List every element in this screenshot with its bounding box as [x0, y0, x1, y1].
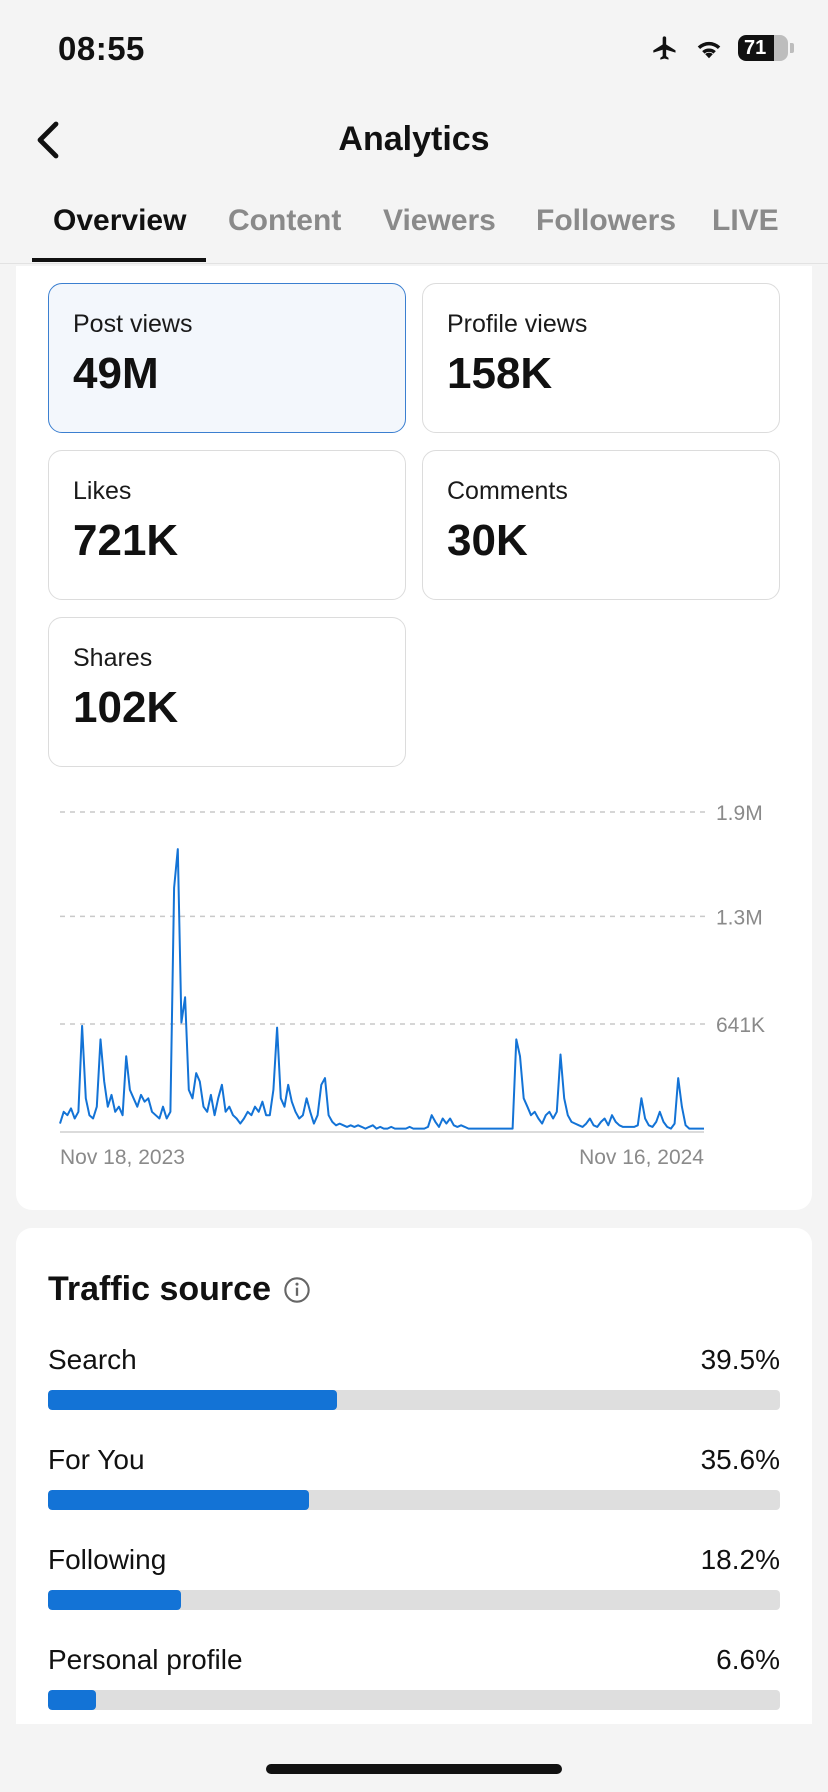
tab-viewers[interactable]: Viewers [383, 204, 496, 237]
traffic-label: For You [48, 1444, 145, 1475]
x-start-label: Nov 18, 2023 [60, 1146, 185, 1169]
metric-value: 158K [447, 349, 553, 398]
metric-label: Likes [73, 477, 132, 505]
chevron-left-icon [37, 121, 59, 159]
traffic-bar-fill [48, 1390, 338, 1410]
traffic-percent: 35.6% [700, 1444, 780, 1475]
traffic-label: Following [48, 1544, 167, 1575]
metric-value: 721K [73, 516, 179, 565]
home-indicator [266, 1764, 562, 1774]
traffic-row: Personal profile 6.6% [48, 1644, 780, 1734]
tab-content[interactable]: Content [228, 204, 342, 237]
traffic-bar-track [48, 1390, 780, 1410]
traffic-percent: 39.5% [700, 1344, 780, 1375]
traffic-bar-fill [48, 1690, 97, 1710]
tab-followers[interactable]: Followers [536, 204, 677, 237]
battery-level: 71 [744, 36, 767, 59]
traffic-bar-track [48, 1690, 780, 1710]
status-time: 08:55 [58, 30, 145, 67]
views-chart: 641K 1.3M 1.9M Nov 18, 2023 Nov 16, 2024 [16, 786, 812, 1206]
metric-card-likes[interactable]: Likes 721K [48, 450, 406, 600]
traffic-percent: 18.2% [700, 1544, 780, 1575]
status-icons: 71 [650, 34, 794, 62]
page-title: Analytics [338, 120, 490, 158]
y-tick-label: 1.3M [716, 906, 763, 929]
tab-live[interactable]: LIVE [712, 204, 779, 237]
traffic-bar-track [48, 1490, 780, 1510]
metric-card-post-views[interactable]: Post views 49M [48, 283, 406, 433]
metric-label: Profile views [447, 310, 588, 338]
back-button[interactable] [24, 116, 72, 164]
active-tab-indicator [32, 258, 206, 262]
metric-label: Shares [73, 644, 153, 672]
traffic-row: Search 39.5% [48, 1344, 780, 1434]
y-tick-label: 1.9M [716, 802, 763, 825]
traffic-label: Search [48, 1344, 137, 1375]
x-end-label: Nov 16, 2024 [579, 1146, 704, 1169]
traffic-title: Traffic source [48, 1270, 311, 1309]
status-bar: 08:55 71 [0, 0, 828, 100]
chart-svg: 641K 1.3M 1.9M Nov 18, 2023 Nov 16, 2024 [59, 802, 765, 1169]
battery-icon: 71 [738, 35, 794, 61]
metric-label: Comments [447, 477, 568, 505]
metric-label: Post views [73, 310, 193, 338]
traffic-bar-fill [48, 1490, 309, 1510]
traffic-row: For You 35.6% [48, 1444, 780, 1534]
traffic-bar-fill [48, 1590, 182, 1610]
metric-card-profile-views[interactable]: Profile views 158K [422, 283, 780, 433]
overview-panel: Post views 49M Profile views 158K Likes … [16, 266, 812, 1210]
metric-card-shares[interactable]: Shares 102K [48, 617, 406, 767]
metric-value: 30K [447, 516, 528, 565]
y-tick-label: 641K [716, 1014, 765, 1037]
tab-overview[interactable]: Overview [53, 204, 187, 237]
traffic-panel: Traffic source Search 39.5% For You 35.6% Fo… [16, 1228, 812, 1724]
traffic-bar-track [48, 1590, 780, 1610]
traffic-label: Personal profile [48, 1644, 243, 1675]
metric-card-comments[interactable]: Comments 30K [422, 450, 780, 600]
airplane-icon [650, 34, 680, 62]
wifi-icon [694, 36, 724, 60]
info-circle-icon[interactable] [283, 1276, 311, 1304]
traffic-title-text: Traffic source [48, 1270, 271, 1308]
metric-value: 102K [73, 683, 179, 732]
series-line [59, 848, 704, 1130]
nav-header: Analytics [0, 100, 828, 180]
traffic-row: Following 18.2% [48, 1544, 780, 1634]
traffic-percent: 6.6% [716, 1644, 780, 1675]
metric-value: 49M [73, 349, 159, 398]
tab-bar: Overview Content Viewers Followers LIVE [0, 196, 828, 264]
